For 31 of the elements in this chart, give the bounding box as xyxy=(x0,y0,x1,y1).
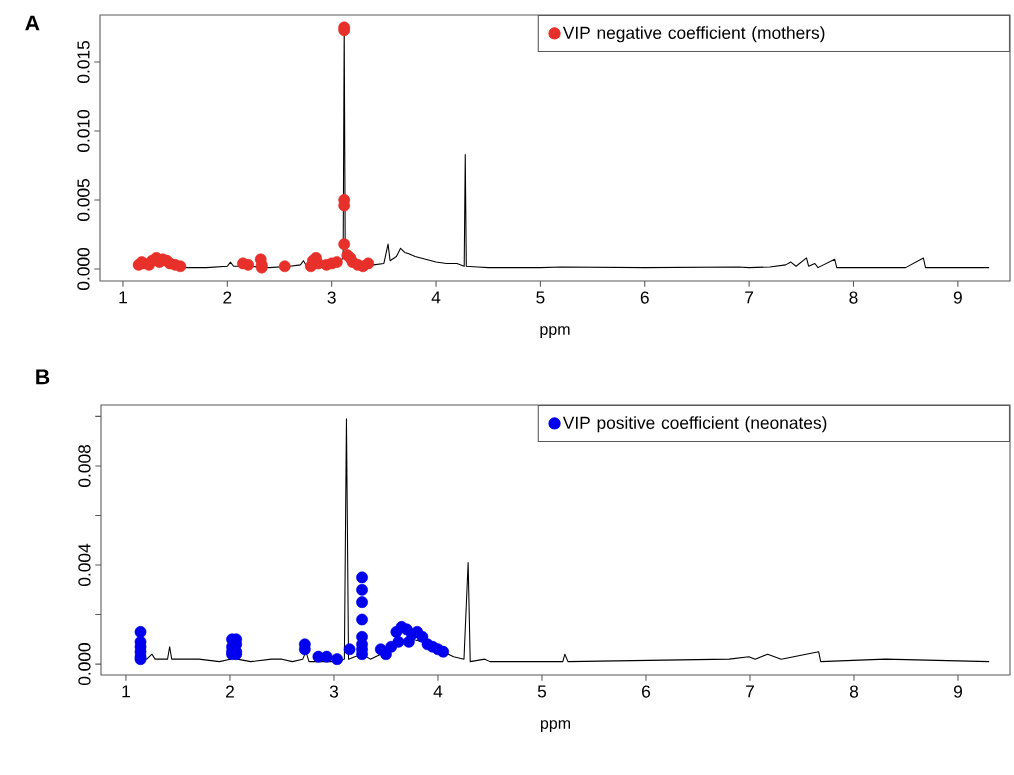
x-tick-label: 8 xyxy=(849,685,859,698)
x-tick-label: 2 xyxy=(223,291,232,304)
y-tick-label: 0.010 xyxy=(77,109,90,152)
x-axis-title: ppm xyxy=(540,720,571,733)
x-tick-label: 5 xyxy=(537,685,547,698)
y-tick-label: 0.000 xyxy=(77,247,90,291)
chart-title: A xyxy=(25,15,40,31)
x-tick-label: 3 xyxy=(329,685,339,698)
x-tick-label: 7 xyxy=(745,291,754,304)
x-tick-label: 9 xyxy=(953,291,962,304)
y-tick-label: 0.015 xyxy=(77,40,90,83)
x-tick-label: 9 xyxy=(954,685,963,698)
x-tick-label: 4 xyxy=(433,685,443,698)
legend-label: VIP negative coefficient (mothers) xyxy=(562,26,825,43)
x-tick-label: 1 xyxy=(122,685,130,698)
x-tick-label: 7 xyxy=(746,685,754,698)
legend-label: VIP positive coefficient (neonates) xyxy=(562,416,827,433)
y-tick-label: 0.004 xyxy=(78,543,91,587)
x-tick-label: 6 xyxy=(640,291,649,304)
y-tick-label: 0.005 xyxy=(77,179,90,221)
x-tick-label: 8 xyxy=(849,291,858,304)
x-tick-label: 1 xyxy=(119,291,127,304)
x-tick-label: 6 xyxy=(642,685,651,698)
x-tick-label: 2 xyxy=(226,685,234,698)
x-tick-label: 4 xyxy=(431,291,441,304)
y-tick-label: 0.008 xyxy=(78,445,91,487)
chart-title: B xyxy=(36,369,50,385)
x-tick-label: 3 xyxy=(327,291,336,304)
y-tick-label: 0.000 xyxy=(78,643,91,686)
x-axis-title: ppm xyxy=(540,326,570,339)
x-tick-label: 5 xyxy=(536,291,545,304)
